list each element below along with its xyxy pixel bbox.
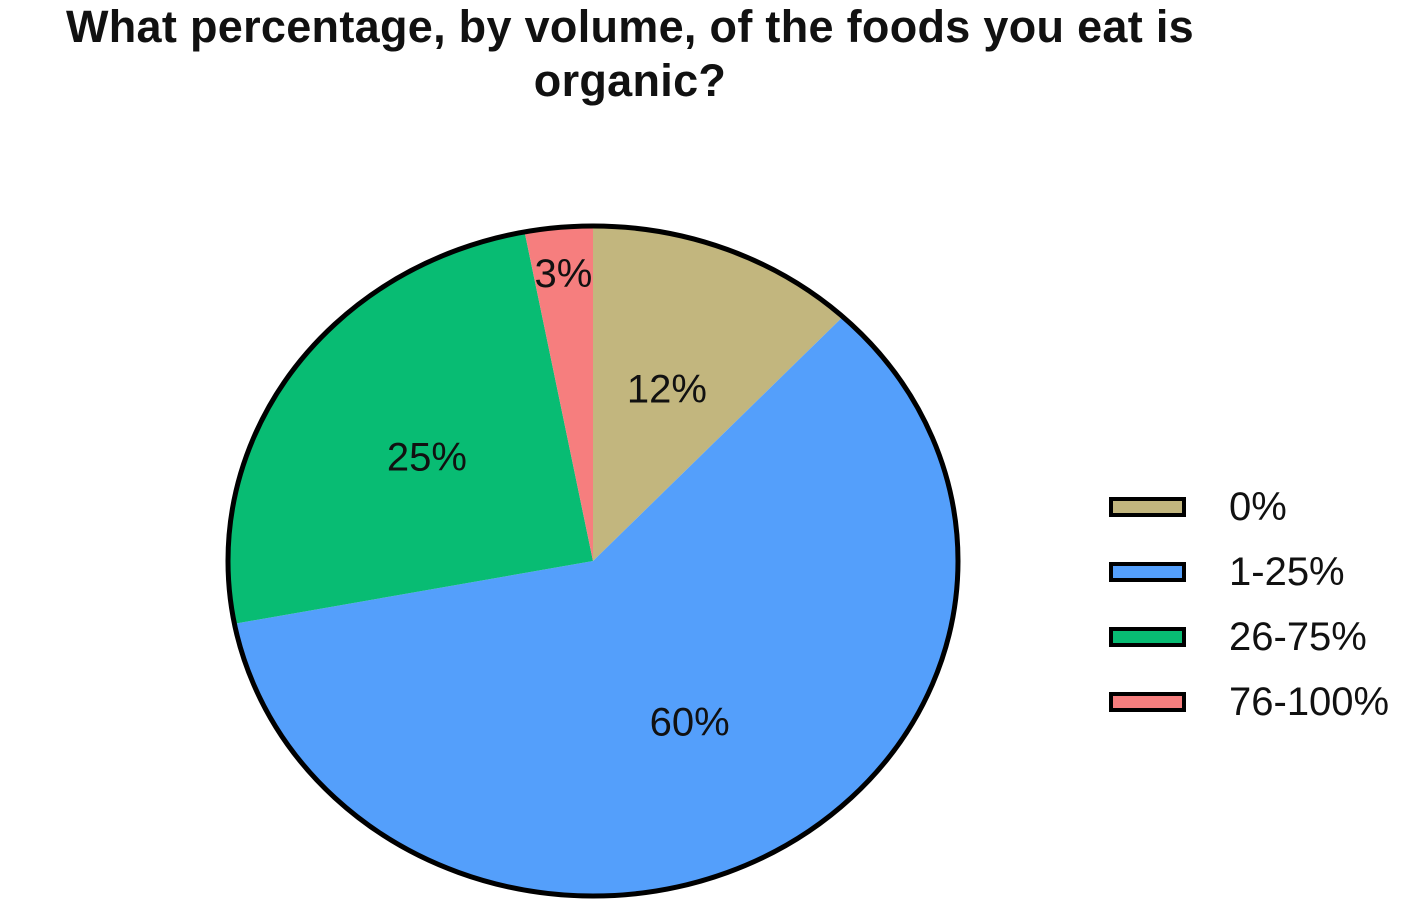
legend-swatch-1-25 <box>1109 562 1186 582</box>
chart-title: What percentage, by volume, of the foods… <box>66 1 1194 106</box>
legend-label-26-75: 26-75% <box>1229 615 1367 659</box>
pie-slice-0 <box>593 226 843 561</box>
data-label-0: 12% <box>627 368 707 412</box>
data-label-1-25: 60% <box>650 700 730 744</box>
legend-label-76-100: 76-100% <box>1229 680 1389 724</box>
data-label-76-100: 3% <box>535 252 593 296</box>
legend-swatch-76-100 <box>1109 692 1186 712</box>
pie-slice-76-100 <box>524 226 593 561</box>
data-label-26-75: 25% <box>387 435 467 479</box>
legend-label-1-25: 1-25% <box>1229 550 1345 594</box>
pie-slice-1-25 <box>234 316 958 896</box>
legend-label-0: 0% <box>1229 485 1287 529</box>
pie-data-labels: 12% 60% 25% 3% <box>387 252 730 744</box>
legend-swatch-26-75 <box>1109 627 1186 647</box>
legend-swatch-0 <box>1109 497 1186 517</box>
pie-outline <box>225 223 961 899</box>
pie-slice-26-75 <box>228 231 593 624</box>
legend: 0% 1-25% 26-75% 76-100% <box>1109 485 1389 724</box>
pie-slices <box>228 226 958 896</box>
